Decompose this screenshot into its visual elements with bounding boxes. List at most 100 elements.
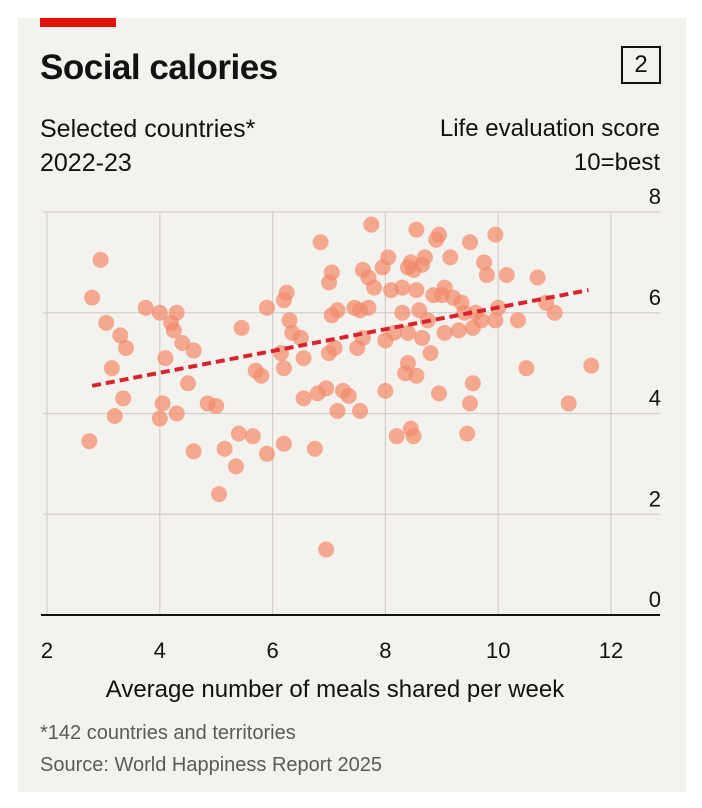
chart-subtitle: Selected countries* 2022-23 <box>40 112 255 180</box>
data-point-70 <box>377 382 394 399</box>
data-point-75 <box>394 304 411 321</box>
source-note: Source: World Happiness Report 2025 <box>40 754 383 776</box>
data-point-2 <box>92 251 109 268</box>
data-point-125 <box>583 357 600 374</box>
data-point-27 <box>230 425 247 442</box>
grid-lines <box>43 211 660 615</box>
data-point-15 <box>165 322 182 339</box>
data-point-47 <box>318 541 335 558</box>
data-point-41 <box>292 329 309 346</box>
brand-tab <box>40 18 116 27</box>
data-point-6 <box>112 327 129 344</box>
y-tick-label-2: 2 <box>649 486 661 511</box>
data-point-76 <box>394 279 411 296</box>
data-point-44 <box>306 440 323 457</box>
scatter-plot: 2 4 6 8 10 12 0 2 4 6 8 <box>41 184 661 663</box>
data-point-18 <box>174 334 191 351</box>
data-point-46 <box>312 234 329 251</box>
data-point-85 <box>408 367 425 384</box>
data-point-99 <box>436 324 453 341</box>
data-point-32 <box>258 299 275 316</box>
chart-number-badge: 2 <box>621 46 661 84</box>
subtitle-line1: Selected countries* <box>40 115 256 143</box>
data-point-54 <box>329 402 346 419</box>
y-axis-label: Life evaluation score 10=best <box>440 112 660 180</box>
x-tick-label-8: 8 <box>379 638 391 663</box>
data-point-61 <box>352 402 369 419</box>
data-point-86 <box>408 282 425 299</box>
y-axis-label-line2: 10=best <box>573 149 660 176</box>
data-points <box>81 216 600 558</box>
data-point-107 <box>462 395 478 412</box>
data-point-20 <box>185 443 202 460</box>
data-point-23 <box>208 397 225 414</box>
data-point-74 <box>388 428 405 445</box>
data-point-51 <box>323 264 340 281</box>
x-tick-label-2: 2 <box>41 638 53 663</box>
x-tick-label-6: 6 <box>266 638 278 663</box>
data-point-1 <box>84 289 101 306</box>
x-tick-label-12: 12 <box>599 638 623 663</box>
data-point-120 <box>518 360 535 377</box>
data-point-101 <box>442 249 459 266</box>
data-point-3 <box>98 314 115 331</box>
data-point-91 <box>416 249 433 266</box>
data-point-48 <box>318 380 335 397</box>
axes: 2 4 6 8 10 12 0 2 4 6 8 <box>41 184 661 663</box>
data-point-121 <box>529 269 546 286</box>
data-point-19 <box>180 375 196 392</box>
y-tick-label-4: 4 <box>649 386 661 411</box>
chart-title: Social calories <box>40 48 278 87</box>
data-point-55 <box>329 302 346 319</box>
data-point-35 <box>275 435 292 452</box>
data-point-29 <box>244 428 261 445</box>
data-point-106 <box>459 425 476 442</box>
data-point-24 <box>211 486 228 503</box>
data-point-57 <box>340 387 357 404</box>
x-tick-label-10: 10 <box>486 638 510 663</box>
data-point-64 <box>360 299 377 316</box>
data-point-11 <box>151 410 168 427</box>
footnote: *142 countries and territories <box>40 722 296 744</box>
data-point-17 <box>168 304 185 321</box>
data-point-42 <box>295 350 312 367</box>
data-point-71 <box>380 249 397 266</box>
subtitle-line2: 2022-23 <box>40 149 132 177</box>
data-point-4 <box>103 360 120 377</box>
data-point-12 <box>154 395 171 412</box>
data-point-26 <box>227 458 244 475</box>
trend-line-group <box>91 288 589 388</box>
data-point-73 <box>385 324 402 341</box>
data-point-93 <box>422 345 439 362</box>
data-point-43 <box>295 390 312 407</box>
data-point-33 <box>258 445 275 462</box>
trend-line <box>91 288 589 388</box>
data-point-118 <box>498 266 515 283</box>
data-point-78 <box>399 324 416 341</box>
data-point-25 <box>216 440 233 457</box>
data-point-36 <box>275 360 292 377</box>
data-point-84 <box>405 428 422 445</box>
data-point-16 <box>168 405 185 422</box>
data-point-21 <box>185 342 202 359</box>
data-point-112 <box>473 312 490 329</box>
data-point-89 <box>414 329 431 346</box>
data-point-119 <box>509 312 526 329</box>
chart-card: Social calories 2 Selected countries* 20… <box>18 18 686 792</box>
data-point-0 <box>81 433 98 450</box>
data-point-9 <box>137 299 154 316</box>
x-axis-label: Average number of meals shared per week <box>105 676 565 703</box>
y-axis-label-line1: Life evaluation score <box>439 115 660 142</box>
y-tick-label-6: 6 <box>649 285 661 310</box>
data-point-8 <box>117 340 134 357</box>
x-tick-label-4: 4 <box>154 638 166 663</box>
data-point-87 <box>408 221 425 238</box>
data-point-103 <box>450 322 467 339</box>
data-point-108 <box>462 234 478 251</box>
data-point-115 <box>487 226 504 243</box>
data-point-114 <box>478 266 495 283</box>
data-point-110 <box>464 375 481 392</box>
data-point-67 <box>366 279 383 296</box>
data-point-5 <box>106 408 123 425</box>
data-point-116 <box>487 312 504 329</box>
